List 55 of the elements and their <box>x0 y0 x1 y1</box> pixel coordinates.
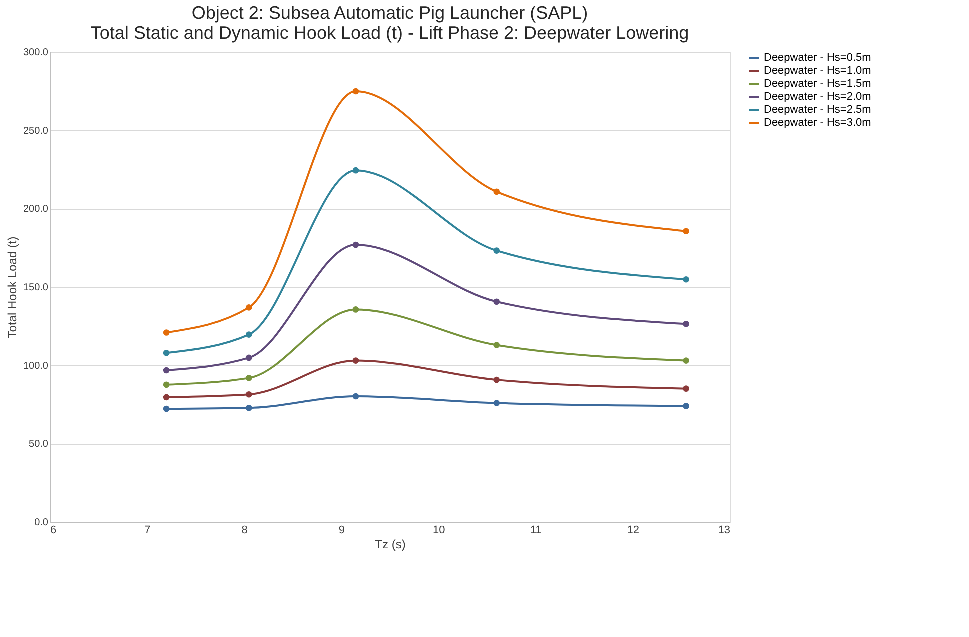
point <box>494 188 500 196</box>
point <box>352 393 360 400</box>
y-tick-label: 0.0 <box>34 518 49 528</box>
point <box>246 375 252 382</box>
point <box>246 354 252 362</box>
x-axis-title: Tz (s) <box>375 538 406 552</box>
legend-label: Deepwater - Hs=1.5m <box>764 78 872 90</box>
y-axis-title: Total Hook Load (t) <box>5 236 20 338</box>
point <box>494 298 500 306</box>
point <box>494 342 500 348</box>
x-tick-label: 6 <box>50 524 57 536</box>
point <box>246 391 252 398</box>
point <box>494 248 500 254</box>
x-tick-label: 13 <box>718 524 730 536</box>
legend-label: Deepwater - Hs=2.5m <box>764 104 872 116</box>
y-tick-label: 300.0 <box>23 48 49 58</box>
y-tick-label: 200.0 <box>23 204 49 216</box>
point <box>352 88 360 95</box>
point <box>494 400 500 406</box>
x-tick-label: 10 <box>432 524 446 536</box>
point <box>246 304 252 311</box>
legend-label: Deepwater - Hs=3.0m <box>764 117 872 129</box>
point <box>683 386 690 392</box>
y-tick-label: 100.0 <box>23 360 49 372</box>
y-tick-label: 250.0 <box>23 126 49 137</box>
point <box>683 228 690 235</box>
text: Total Static and Dynamic Hook Load (t) - Lift Phase 2: Deepwater Lowering <box>90 23 690 43</box>
point <box>352 242 360 248</box>
x-tick-label: 9 <box>338 524 345 536</box>
point <box>352 167 360 174</box>
point <box>352 358 360 364</box>
point <box>683 276 690 283</box>
point <box>246 404 252 412</box>
x-tick-label: 7 <box>144 524 151 536</box>
point <box>163 350 170 356</box>
point <box>494 376 500 384</box>
x-tick-label: 11 <box>530 524 542 536</box>
point <box>163 330 170 336</box>
point <box>163 394 170 401</box>
point <box>163 367 170 374</box>
point <box>683 320 690 328</box>
x-tick-label: 8 <box>242 524 248 536</box>
point <box>352 306 360 313</box>
point <box>163 382 170 388</box>
point <box>246 332 252 338</box>
y-tick-label: 150.0 <box>23 282 49 294</box>
legend-label: Deepwater - Hs=1.0m <box>764 65 872 77</box>
point <box>163 406 170 412</box>
x-tick-label: 12 <box>627 524 640 536</box>
y-tick-label: 50.0 <box>29 439 49 450</box>
text: Object 2: Subsea Automatic Pig Launcher (SAPL) <box>192 3 588 23</box>
legend-label: Deepwater - Hs=2.0m <box>764 91 872 103</box>
point <box>683 358 690 364</box>
point <box>683 403 690 410</box>
legend-label: Deepwater - Hs=0.5m <box>764 52 872 64</box>
